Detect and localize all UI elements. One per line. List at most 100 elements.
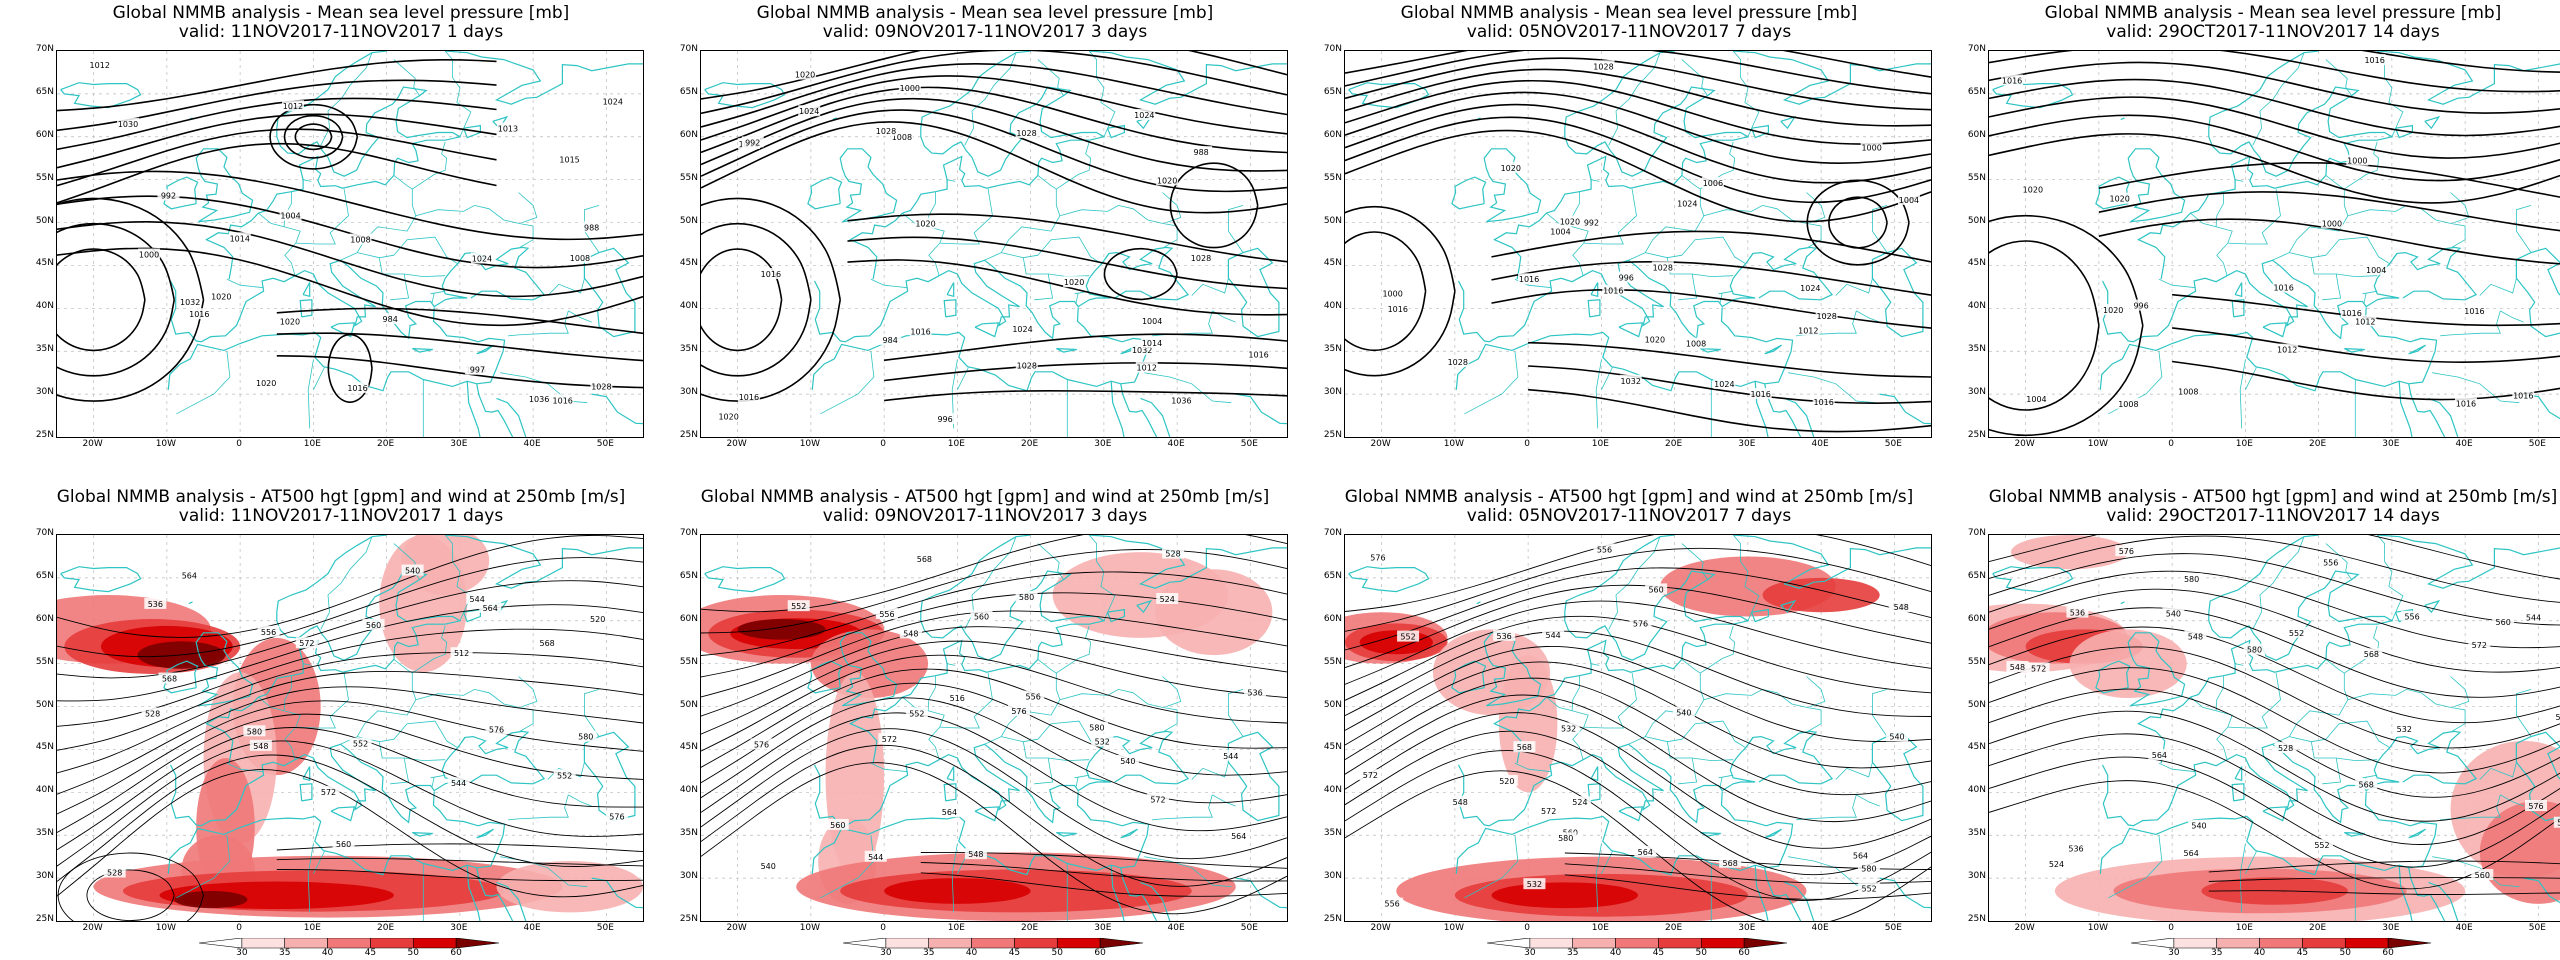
isoline (884, 362, 1287, 382)
coastline (704, 566, 786, 593)
contour-label-bg (144, 597, 167, 609)
contour-label-bg (1091, 735, 1114, 747)
country-border (1144, 372, 1232, 404)
contour-label: 1008 (2118, 400, 2138, 409)
coastline (1618, 322, 1644, 338)
colorbar-segment (284, 937, 328, 949)
contour-label: 1016 (553, 396, 573, 405)
coastline (188, 601, 193, 605)
contour-label-bg (1645, 583, 1668, 595)
isoline (701, 121, 1287, 214)
isoline (1345, 79, 1931, 145)
contour-label-bg (1495, 774, 1518, 786)
contour-label-bg (1672, 706, 1695, 718)
contour-label-bg (1554, 832, 1577, 844)
contour-label: 536 (2070, 609, 2085, 618)
contour-label: 1020 (2103, 306, 2123, 315)
country-border (1732, 535, 1760, 621)
coastline (1493, 51, 1750, 280)
colorbar-tick-label: 50 (2339, 948, 2351, 958)
country-border (258, 212, 301, 276)
isoline (57, 652, 643, 751)
country-border (500, 856, 588, 888)
latitude-label: 45N (679, 258, 698, 269)
mslp-map: 1016 1016 1020 1024 1028 1032 1036 1028 1024 1020… (700, 50, 1288, 438)
coastline (1476, 601, 1481, 605)
colorbar-segment (2302, 937, 2346, 949)
contour-label-bg (466, 363, 489, 375)
contour-label: 1000 (2347, 157, 2367, 166)
country-border (1856, 310, 1880, 323)
contour-label: 544 (451, 779, 466, 788)
isoline (847, 213, 1287, 263)
longitude-label: 0 (2168, 923, 2174, 933)
colorbar-segment (1099, 937, 1144, 949)
contour-label: 984 (383, 315, 398, 324)
country-border (1595, 359, 1602, 429)
country-border (2347, 688, 2466, 732)
country-border (1514, 762, 1552, 773)
contour-label-bg (349, 233, 372, 245)
isoline (1345, 129, 1931, 223)
latitude-label: 65N (35, 570, 54, 581)
colorbar-segment (1658, 937, 1702, 949)
country-border (1732, 51, 1760, 137)
longitude-label: 0 (880, 439, 886, 449)
contour-label-bg (1015, 127, 1038, 139)
contour-label-bg (2346, 154, 2369, 166)
contour-label: 1012 (1798, 326, 1818, 335)
country-border (1856, 794, 1880, 807)
isoline (57, 852, 204, 921)
isoline (86, 869, 175, 921)
contour-label: 556 (2404, 613, 2419, 622)
contour-label: 568 (1723, 859, 1738, 868)
longitude-label: 30E (2382, 439, 2400, 449)
coastline (299, 783, 313, 802)
country-border (2432, 856, 2520, 888)
latitude-label: 25N (1967, 430, 1986, 440)
latitude-label: 25N (679, 914, 698, 924)
contour-label: 1024 (603, 98, 623, 107)
coastline (974, 322, 1000, 338)
contour-labels: 1016101310151020101610161036103210281024… (88, 58, 624, 406)
latitude-label: 55N (35, 172, 54, 183)
longitude-label: 50E (596, 923, 614, 933)
contour-label-bg (1593, 543, 1616, 555)
contour-label-bg (2363, 54, 2386, 66)
coastline (946, 282, 955, 298)
isoline (701, 97, 1287, 172)
coastline (2424, 115, 2441, 130)
isoline (1345, 567, 1931, 651)
wind-speed-area (401, 535, 490, 596)
latitude-label: 25N (1967, 914, 1986, 924)
latitude-label: 30N (1323, 387, 1342, 398)
contour-label: 552 (353, 740, 368, 749)
coastline (205, 51, 462, 280)
contour-label: 1032 (1132, 346, 1152, 355)
contour-labels: 9961000100410081012101610161020101610161… (2001, 54, 2535, 409)
country-border (547, 278, 585, 296)
isoline (276, 857, 643, 867)
coastline (943, 299, 957, 318)
contour-label: 552 (791, 602, 806, 611)
colorbar-segment (971, 937, 1015, 949)
longitude-label: 10E (2235, 439, 2253, 449)
coastline (1780, 599, 1797, 614)
isoline (327, 333, 373, 404)
colorbar-segment (2216, 937, 2260, 949)
contour-label: 1016 (1603, 287, 1623, 296)
latitude-label: 70N (1967, 44, 1986, 54)
coastline (2231, 783, 2245, 802)
latitude-label: 30N (1323, 871, 1342, 882)
isoline (701, 640, 1287, 735)
coastline (2231, 299, 2245, 318)
isoline (1989, 535, 2560, 580)
contour-label: 1024 (1714, 380, 1734, 389)
contour-label: 572 (882, 735, 897, 744)
contour-labels: 528 512 520 536 544 552 556 560 564 568 572 576 580 5… (103, 564, 628, 878)
isoline (1828, 196, 1888, 249)
latitude-label: 50N (1967, 215, 1986, 226)
latitude-label: 30N (35, 871, 54, 882)
isoline (1989, 96, 2560, 159)
contour-label-bg (568, 251, 591, 263)
